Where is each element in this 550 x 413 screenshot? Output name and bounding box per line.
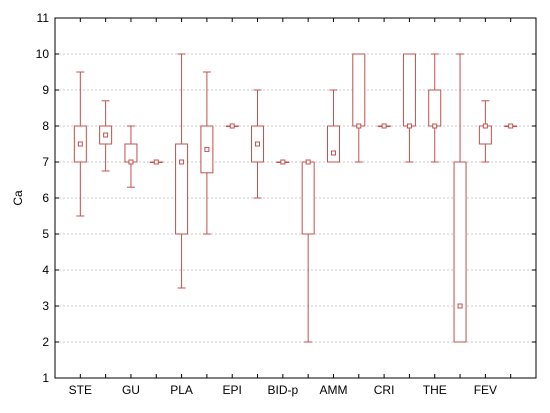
box-5: [175, 53, 189, 289]
x-axis-ticks: STE GU PLA EPI BID-p AMM CRI THE FEV: [69, 18, 512, 397]
median-marker: [77, 141, 83, 147]
box-2: [99, 100, 113, 172]
box-15: [428, 53, 442, 163]
box-10: [301, 159, 315, 343]
y-axis-label: Ca: [11, 190, 25, 206]
x-tick-label: GU: [122, 383, 140, 397]
iqr-box: [352, 53, 366, 127]
median-marker: [406, 123, 412, 129]
median-marker: [381, 123, 387, 129]
median-marker: [432, 123, 438, 129]
box-18: [504, 123, 518, 129]
median-marker: [103, 132, 109, 138]
box-4: [149, 159, 163, 165]
x-tick-label: CRI: [374, 383, 395, 397]
y-tick-label: 3: [42, 299, 49, 313]
y-axis-ticks: 1 2 3 4 5 6 7 8 9 10 11: [36, 11, 536, 385]
y-tick-label: 7: [42, 155, 49, 169]
median-marker: [508, 123, 514, 129]
box-6: [200, 71, 214, 235]
median-marker: [255, 141, 261, 147]
y-tick-label: 11: [37, 11, 50, 25]
iqr-box: [326, 125, 340, 163]
iqr-box: [478, 125, 492, 145]
box-3: [124, 125, 138, 188]
box-7: [225, 123, 239, 129]
median-marker: [153, 159, 159, 165]
y-tick-label: 5: [42, 227, 49, 241]
box-8: [251, 89, 265, 199]
y-tick-label: 1: [42, 371, 49, 385]
iqr-box: [124, 143, 138, 163]
iqr-box: [175, 143, 189, 235]
x-tick-label: PLA: [170, 383, 193, 397]
x-tick-label: BID-p: [267, 383, 298, 397]
median-marker: [356, 123, 362, 129]
y-tick-label: 8: [42, 119, 49, 133]
iqr-box: [402, 53, 416, 127]
median-marker: [305, 159, 311, 165]
y-tick-label: 6: [42, 191, 49, 205]
median-marker: [330, 150, 336, 156]
y-tick-label: 10: [36, 47, 50, 61]
iqr-box: [453, 161, 467, 343]
box-14: [402, 53, 416, 163]
box-17: [478, 100, 492, 163]
x-tick-label: STE: [69, 383, 92, 397]
box-9: [276, 159, 290, 165]
median-marker: [280, 159, 286, 165]
box-12: [352, 53, 366, 163]
x-tick-label: FEV: [474, 383, 497, 397]
y-tick-label: 4: [42, 263, 49, 277]
median-marker: [229, 123, 235, 129]
median-marker: [457, 303, 463, 309]
y-tick-label: 9: [42, 83, 49, 97]
median-marker: [128, 159, 134, 165]
median-marker: [204, 146, 210, 152]
box-16: [453, 53, 467, 343]
x-tick-label: THE: [423, 383, 447, 397]
box-11: [326, 89, 340, 163]
box-13: [377, 123, 391, 129]
x-tick-label: AMM: [319, 383, 347, 397]
x-tick-label: EPI: [223, 383, 242, 397]
iqr-box: [301, 161, 315, 235]
median-marker: [179, 159, 185, 165]
median-marker: [482, 123, 488, 129]
iqr-box: [428, 89, 442, 127]
y-tick-label: 2: [42, 335, 49, 349]
boxes: [73, 53, 518, 343]
box-1: [73, 71, 87, 217]
